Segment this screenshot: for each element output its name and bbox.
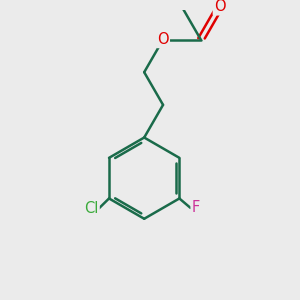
Text: O: O xyxy=(157,32,169,47)
Text: O: O xyxy=(214,0,225,14)
Text: Cl: Cl xyxy=(84,201,99,216)
Text: F: F xyxy=(192,200,200,215)
